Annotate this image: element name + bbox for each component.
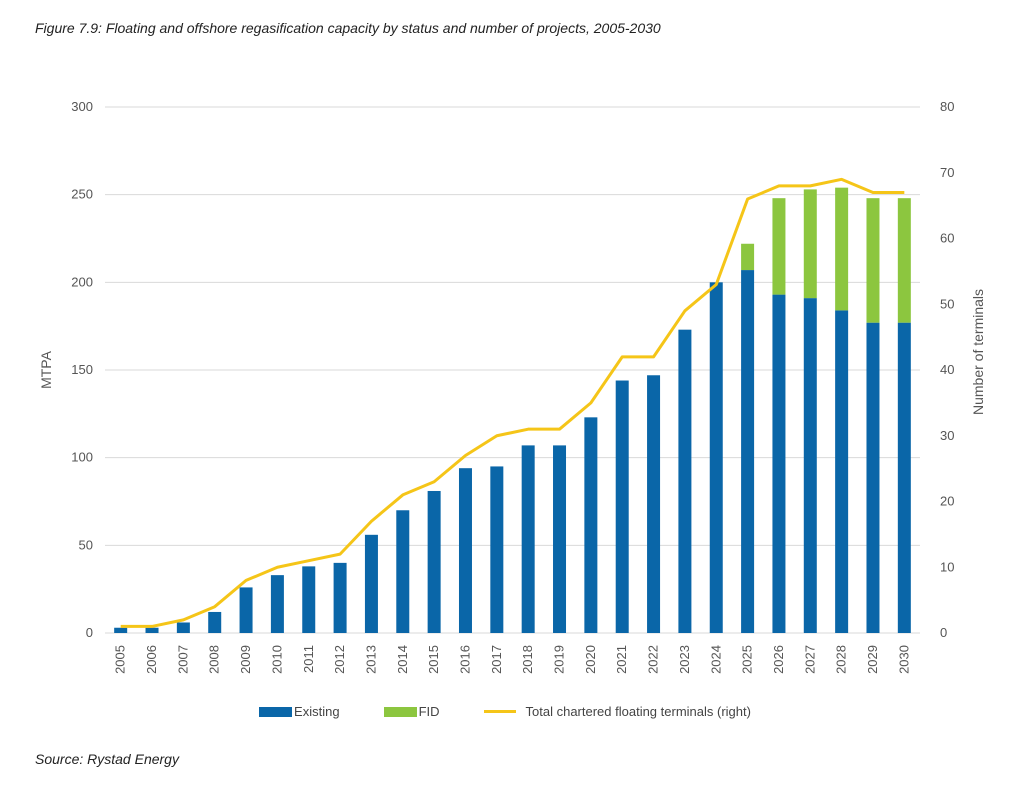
left-tick-label: 100 <box>71 450 93 465</box>
x-tick-label: 2006 <box>144 645 159 674</box>
bar-layer <box>114 187 911 633</box>
x-tick-label: 2027 <box>802 645 817 674</box>
legend-existing: Existing <box>259 704 340 719</box>
legend: Existing FID Total chartered floating te… <box>0 704 1010 719</box>
x-tick-label: 2015 <box>426 645 441 674</box>
right-tick-label: 30 <box>940 428 954 443</box>
legend-terminals-swatch <box>483 710 516 713</box>
x-tick-label: 2008 <box>207 645 222 674</box>
bar-existing <box>897 322 911 633</box>
left-tick-label: 0 <box>86 625 93 640</box>
right-tick-label: 20 <box>940 494 954 509</box>
line-layer <box>120 177 905 628</box>
left-tick-label: 300 <box>71 99 93 114</box>
bar-existing <box>333 562 347 633</box>
right-tick-label: 40 <box>940 362 954 377</box>
bar-existing <box>803 298 817 633</box>
right-tick-label: 60 <box>940 231 954 246</box>
x-tick-label: 2024 <box>708 645 723 674</box>
x-tick-label: 2017 <box>489 645 504 674</box>
bar-existing <box>239 587 253 633</box>
legend-terminals-label: Total chartered floating terminals (righ… <box>525 704 751 719</box>
bar-existing <box>114 627 128 633</box>
right-tick-label: 0 <box>940 625 947 640</box>
bar-existing <box>521 445 535 633</box>
bar-existing <box>553 445 567 633</box>
x-tick-label: 2019 <box>552 645 567 674</box>
x-tick-label: 2028 <box>834 645 849 674</box>
right-axis-title: Number of terminals <box>970 289 986 415</box>
x-axis-ticks: 2005 2006 2007 2008 2009 2010 2011 2012 2013 2014… <box>113 645 912 674</box>
x-tick-label: 2016 <box>457 645 472 674</box>
left-axis-title: MTPA <box>38 350 54 389</box>
legend-terminals: Total chartered floating terminals (righ… <box>483 704 751 719</box>
right-tick-label: 80 <box>940 99 954 114</box>
left-tick-label: 50 <box>79 537 93 552</box>
left-tick-label: 250 <box>71 187 93 202</box>
bar-fid <box>835 187 849 311</box>
legend-fid: FID <box>383 704 440 719</box>
left-tick-label: 150 <box>71 362 93 377</box>
bar-existing <box>835 310 849 633</box>
x-tick-label: 2026 <box>771 645 786 674</box>
x-tick-label: 2005 <box>113 645 128 674</box>
source-note: Source: Rystad Energy <box>35 751 179 767</box>
line-terminals <box>120 177 905 628</box>
bar-fid <box>741 243 755 271</box>
x-tick-label: 2013 <box>363 645 378 674</box>
bar-existing <box>270 575 284 633</box>
bar-existing <box>458 468 472 633</box>
bar-existing <box>741 270 755 633</box>
bar-existing <box>176 622 190 633</box>
x-tick-label: 2010 <box>269 645 284 674</box>
x-tick-label: 2014 <box>395 645 410 674</box>
legend-existing-swatch <box>259 706 293 717</box>
x-tick-label: 2011 <box>301 645 316 673</box>
x-tick-label: 2020 <box>583 645 598 674</box>
bar-existing <box>647 375 661 633</box>
bar-existing <box>396 510 410 633</box>
x-tick-label: 2018 <box>520 645 535 674</box>
bar-existing <box>302 566 316 633</box>
bar-existing <box>208 611 222 633</box>
bar-existing <box>615 380 629 633</box>
x-tick-label: 2021 <box>614 645 629 674</box>
bar-existing <box>427 490 441 633</box>
legend-existing-label: Existing <box>294 704 340 719</box>
bar-fid <box>866 198 880 323</box>
x-tick-label: 2030 <box>896 645 911 674</box>
bar-existing <box>490 466 504 633</box>
right-tick-label: 70 <box>940 165 954 180</box>
x-tick-label: 2007 <box>175 645 190 674</box>
bar-fid <box>897 198 911 323</box>
x-tick-label: 2029 <box>865 645 880 674</box>
bar-existing <box>584 417 598 633</box>
legend-fid-swatch <box>383 706 417 717</box>
x-tick-label: 2025 <box>740 645 755 674</box>
x-tick-label: 2012 <box>332 645 347 674</box>
right-axis-ticks: 0 10 20 30 40 50 60 70 80 <box>940 99 954 640</box>
x-tick-label: 2009 <box>238 645 253 674</box>
right-tick-label: 10 <box>940 559 954 574</box>
bar-existing <box>145 627 159 633</box>
figure-title: Figure 7.9: Floating and offshore regasi… <box>35 20 661 36</box>
bar-existing <box>709 282 723 633</box>
bar-existing <box>866 322 880 633</box>
right-tick-label: 50 <box>940 296 954 311</box>
bar-fid <box>772 198 786 295</box>
bar-existing <box>364 534 378 633</box>
left-axis-ticks: 0 50 100 150 200 250 300 <box>71 99 93 640</box>
bar-existing <box>678 329 692 633</box>
x-tick-label: 2022 <box>646 645 661 674</box>
bar-existing <box>772 294 786 633</box>
legend-fid-label: FID <box>418 704 440 719</box>
left-tick-label: 200 <box>71 274 93 289</box>
x-tick-label: 2023 <box>677 645 692 674</box>
bar-fid <box>803 189 817 299</box>
